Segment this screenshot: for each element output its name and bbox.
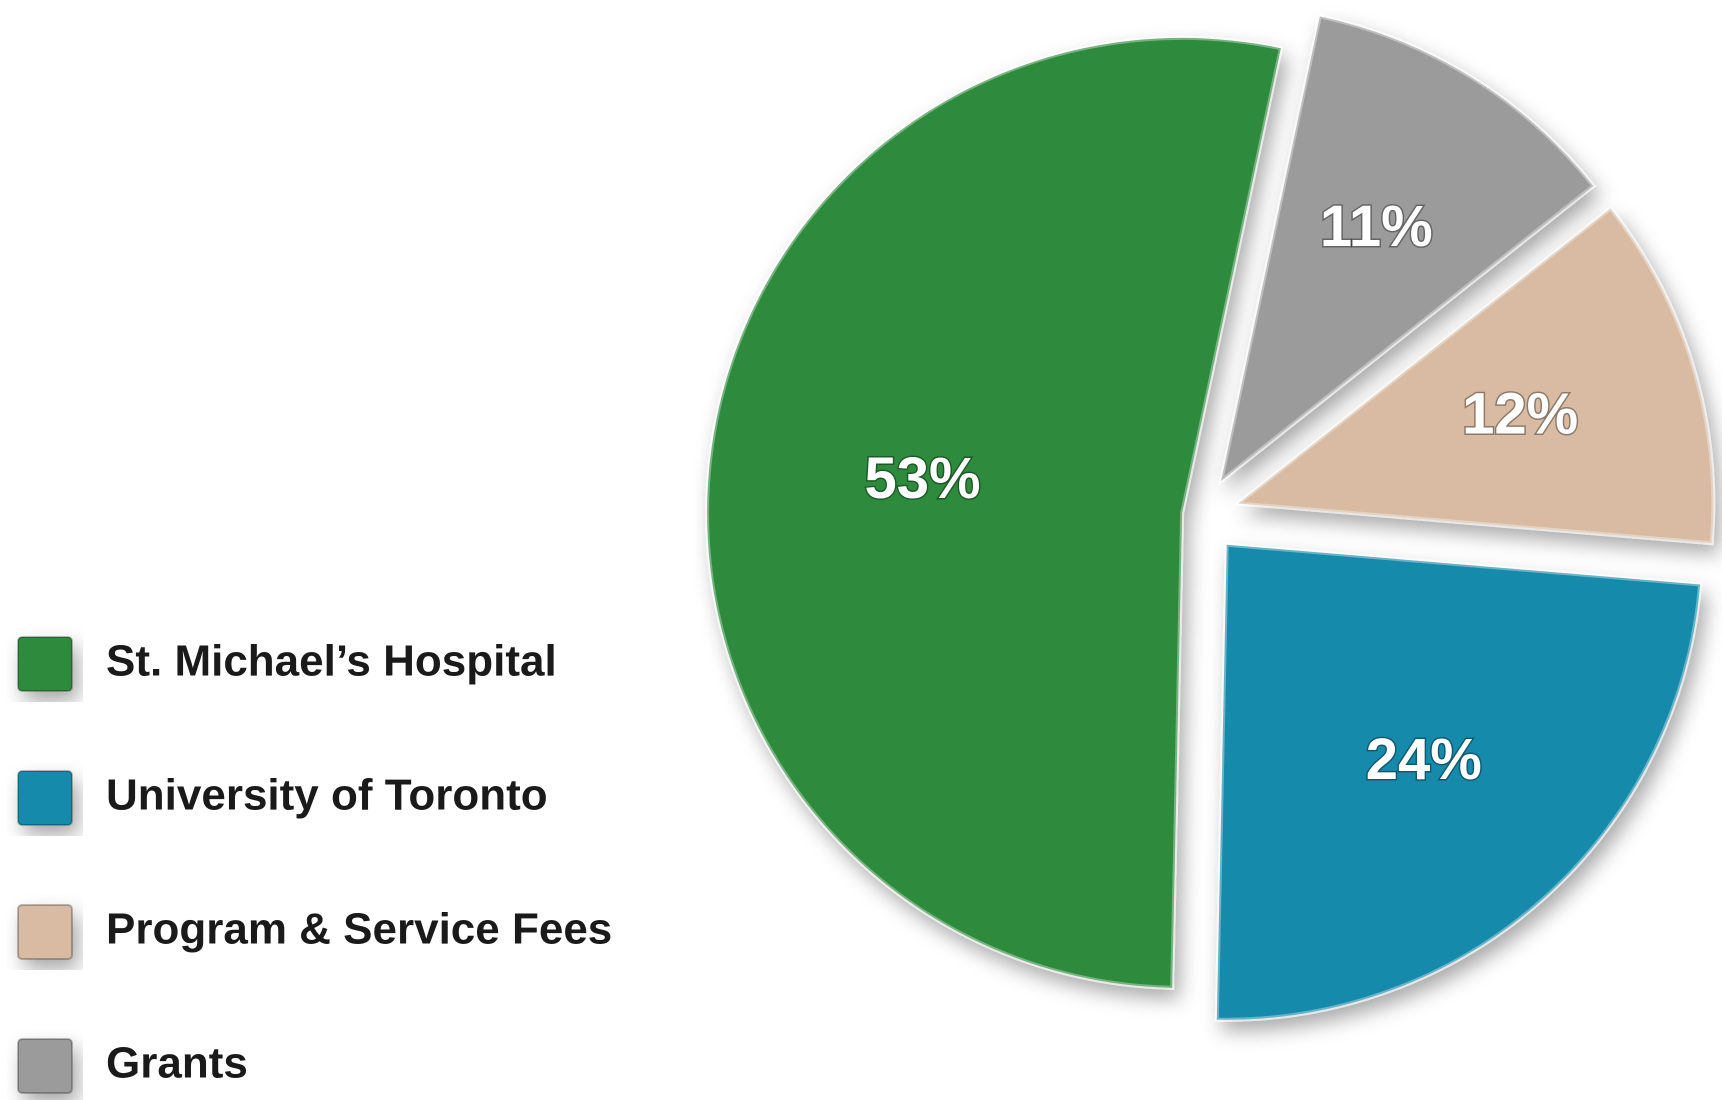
data-label: 11% [1320, 194, 1433, 259]
legend-label: Program & Service Fees [106, 905, 612, 954]
data-label: 24% [1366, 727, 1482, 792]
pie-slice [1233, 205, 1716, 546]
pie-slice [1214, 542, 1703, 1022]
data-label: 53% [865, 446, 981, 511]
pie-slice [1217, 14, 1597, 487]
legend-swatch [17, 770, 73, 826]
legend-swatch [17, 1038, 73, 1094]
legend-swatch [17, 636, 73, 692]
data-label: 12% [1462, 382, 1578, 447]
legend-label: University of Toronto [106, 771, 548, 820]
pie-slice [705, 36, 1284, 990]
legend-swatch [17, 904, 73, 960]
legend-label: St. Michael’s Hospital [106, 637, 557, 686]
legend-label: Grants [106, 1039, 248, 1088]
